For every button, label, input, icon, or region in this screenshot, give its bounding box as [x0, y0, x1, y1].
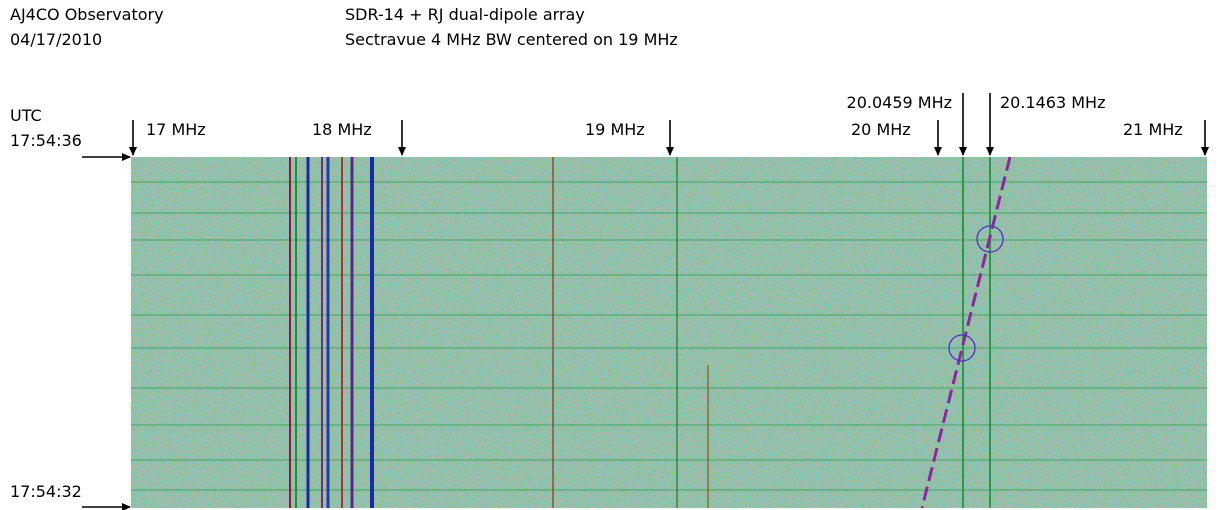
spectrogram — [131, 156, 1207, 509]
freq-label: 20.0459 MHz — [847, 93, 952, 112]
time-start: 17:54:36 — [10, 131, 82, 150]
freq-label: 19 MHz — [585, 120, 645, 139]
time-end: 17:54:32 — [10, 482, 82, 501]
freq-label: 20.1463 MHz — [1000, 93, 1105, 112]
observatory: AJ4CO Observatory — [10, 5, 164, 24]
freq-label: 21 MHz — [1123, 120, 1183, 139]
freq-label: 20 MHz — [851, 120, 911, 139]
date: 04/17/2010 — [10, 30, 102, 49]
settings: Sectravue 4 MHz BW centered on 19 MHz — [345, 30, 678, 49]
freq-label: 18 MHz — [312, 120, 372, 139]
freq-label: 17 MHz — [146, 120, 206, 139]
utc-label: UTC — [10, 106, 42, 125]
setup: SDR-14 + RJ dual-dipole array — [345, 5, 585, 24]
